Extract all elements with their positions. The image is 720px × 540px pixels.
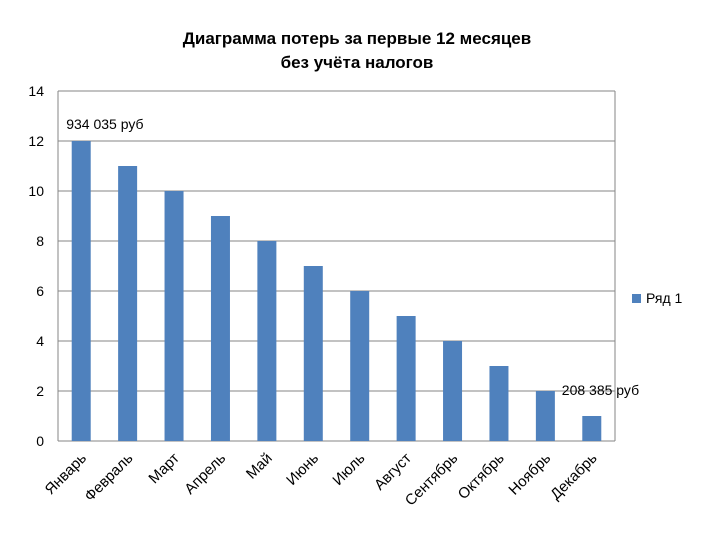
- data-label: 934 035 руб: [66, 116, 143, 132]
- bar-11: [535, 391, 555, 441]
- bar-7: [350, 291, 370, 441]
- bars: [71, 141, 602, 441]
- x-category-label: Июль: [329, 450, 368, 489]
- x-category-label: Декабрь: [547, 450, 601, 504]
- gridlines: [57, 90, 616, 442]
- bar-5: [257, 241, 277, 441]
- y-tick-label: 0: [36, 433, 44, 449]
- y-tick-label: 10: [28, 183, 44, 199]
- bar-12: [582, 416, 602, 441]
- y-tick-label: 12: [28, 133, 44, 149]
- y-tick-label: 4: [36, 333, 44, 349]
- y-tick-label: 2: [36, 383, 44, 399]
- bar-4: [210, 216, 230, 441]
- legend-swatch: [632, 294, 641, 303]
- bar-1: [71, 141, 91, 441]
- y-axis-ticks: 0 2 4 6 8 10 12 14: [28, 83, 44, 449]
- x-category-label: Апрель: [181, 450, 229, 498]
- x-category-label: Июнь: [283, 450, 322, 489]
- bar-8: [396, 316, 416, 441]
- bar-6: [303, 266, 323, 441]
- legend-label: Ряд 1: [646, 290, 683, 306]
- chart-title-line-1: Диаграмма потерь за первые 12 месяцев: [183, 29, 531, 48]
- bar-9: [443, 341, 463, 441]
- y-tick-label: 14: [28, 83, 44, 99]
- bar-2: [118, 166, 138, 441]
- data-labels: 934 035 руб 208 385 руб: [66, 116, 639, 398]
- bar-10: [489, 366, 509, 441]
- x-category-label: Март: [145, 450, 182, 487]
- x-category-label: Май: [243, 450, 276, 483]
- x-category-label: Октябрь: [455, 450, 508, 503]
- bar-3: [164, 191, 184, 441]
- chart-title-line-2: без учёта налогов: [281, 53, 434, 72]
- x-category-label: Февраль: [81, 450, 136, 505]
- x-category-label: Август: [371, 450, 415, 494]
- data-label: 208 385 руб: [562, 382, 639, 398]
- y-tick-label: 8: [36, 233, 44, 249]
- y-tick-label: 6: [36, 283, 44, 299]
- legend: Ряд 1: [632, 290, 683, 306]
